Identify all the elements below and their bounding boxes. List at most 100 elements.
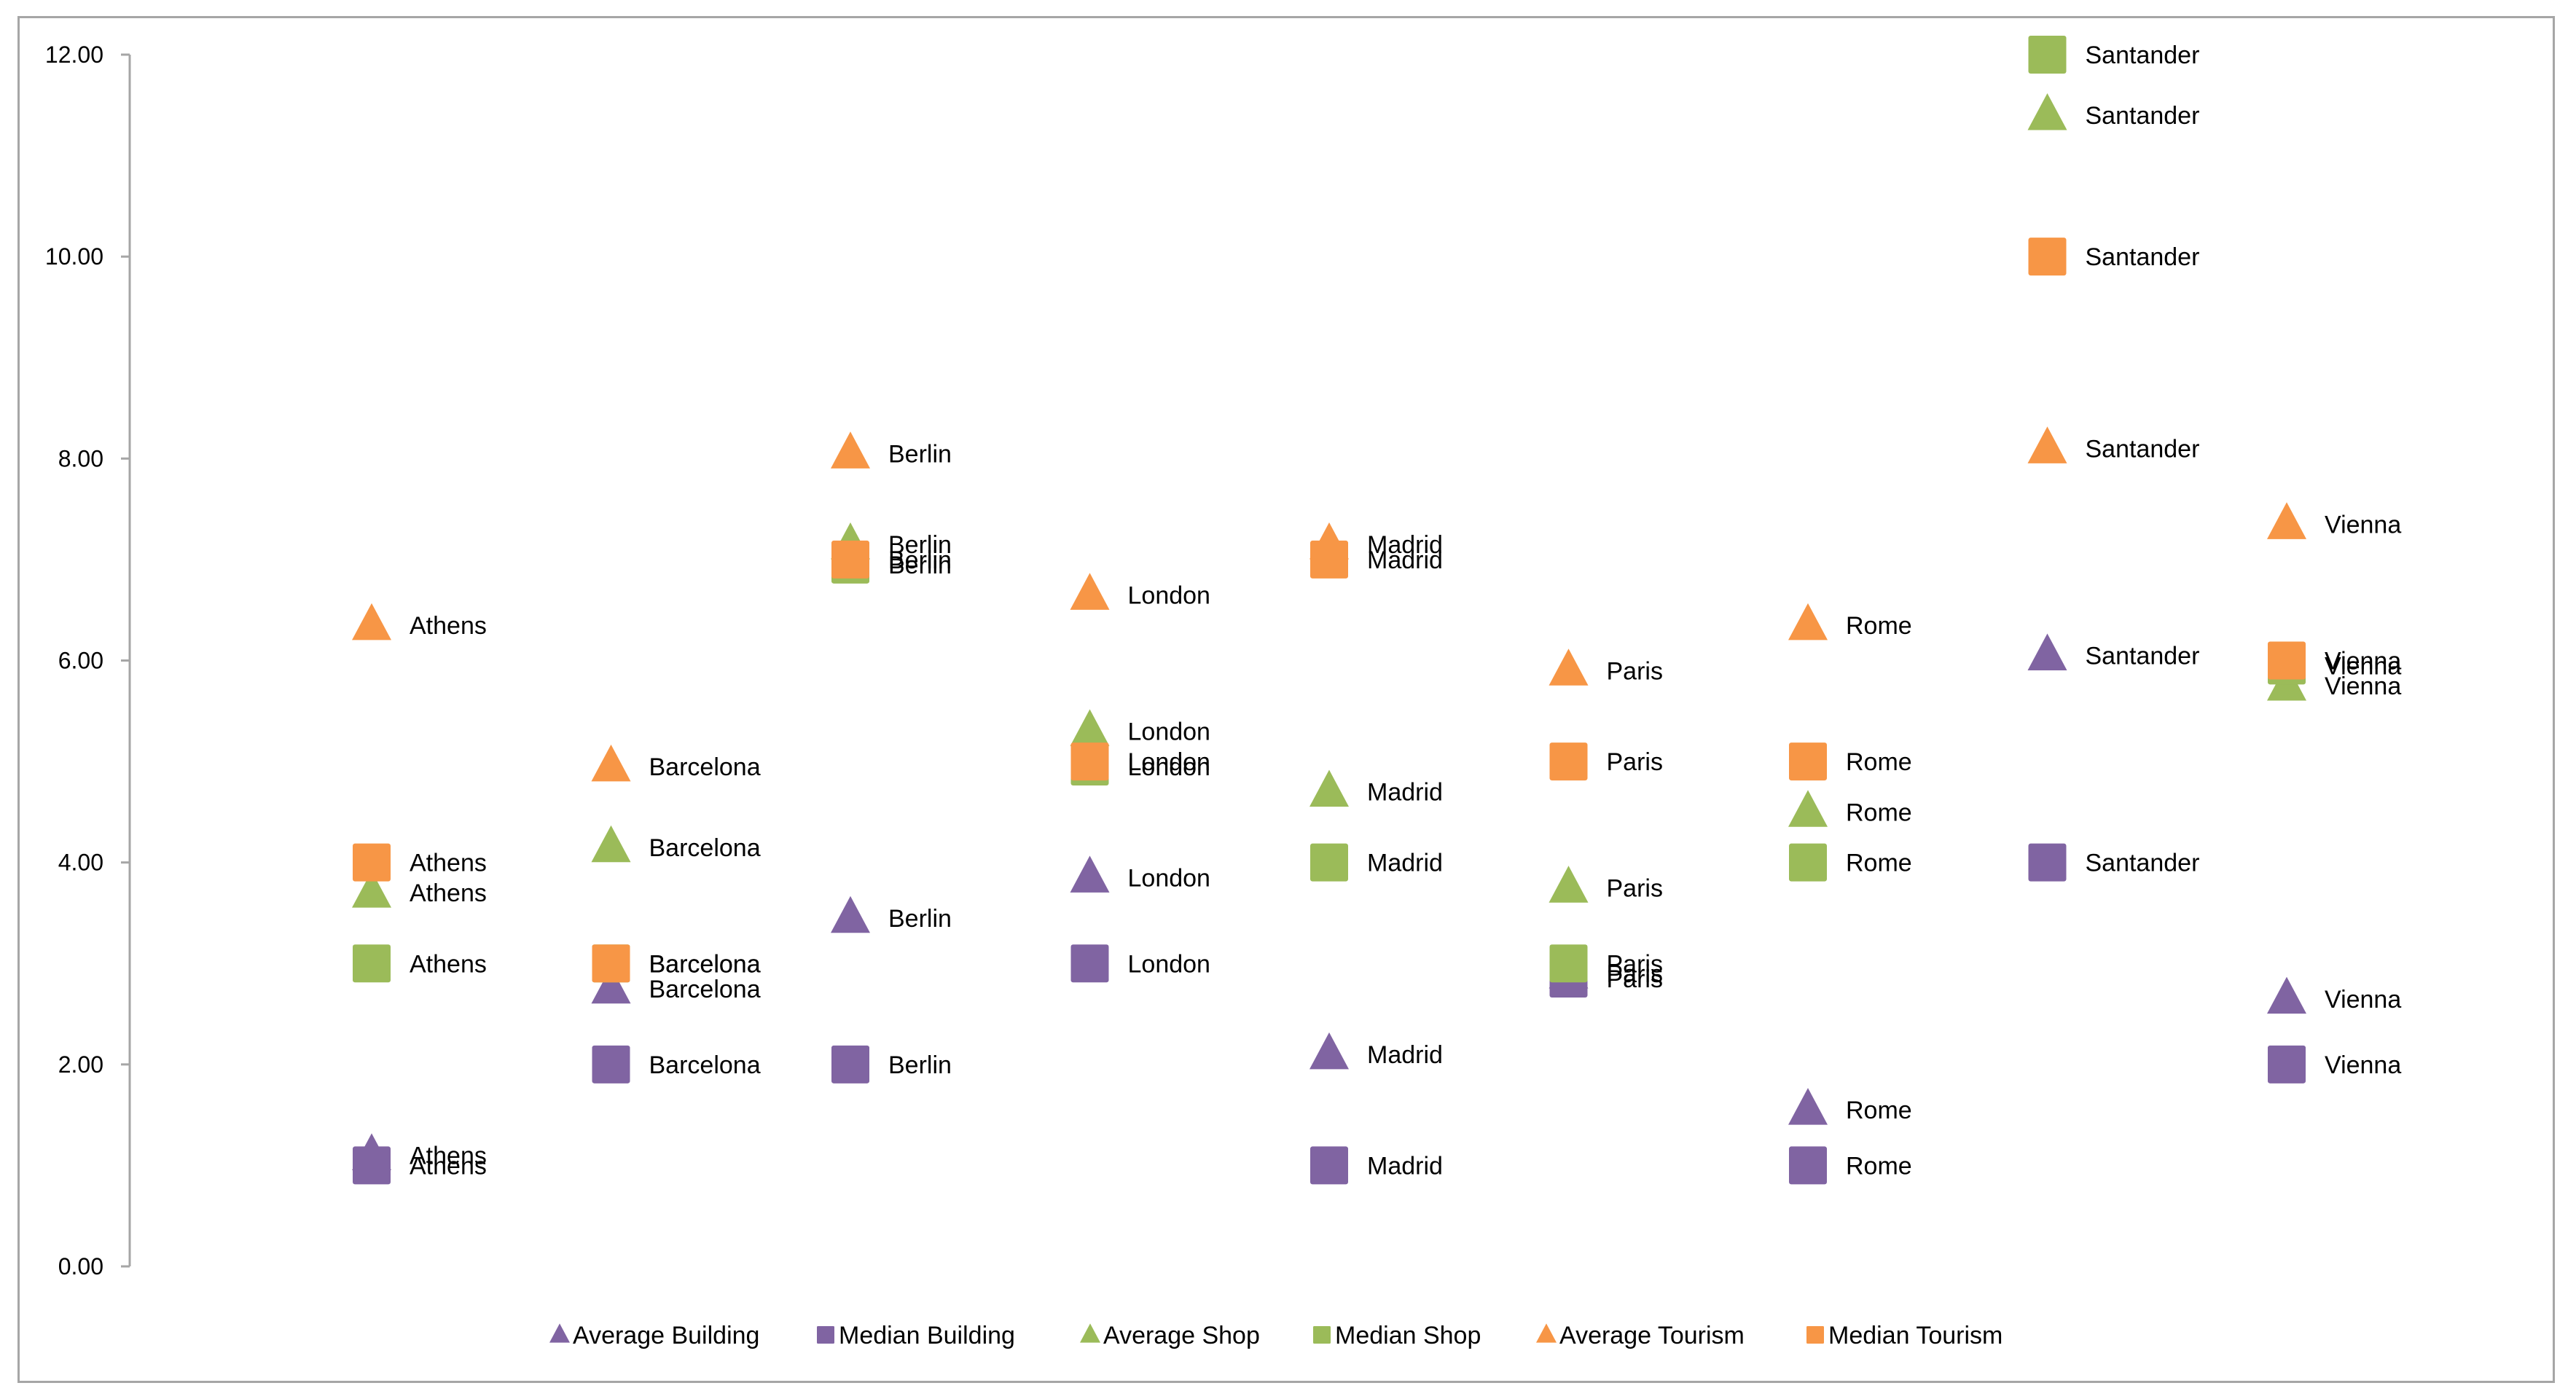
- legend-marker-median-tourism: [1806, 1326, 1824, 1344]
- point-label: Santander: [2086, 102, 2200, 130]
- point-label: Madrid: [1367, 1152, 1443, 1180]
- point-average-shop-athens: [352, 871, 391, 908]
- legend-label-median-shop: Median Shop: [1335, 1322, 1481, 1349]
- point-label: Paris: [1607, 657, 1663, 685]
- legend-marker-average-tourism: [1536, 1323, 1557, 1343]
- point-median-building-berlin: [831, 1045, 869, 1083]
- legend-label-median-building: Median Building: [839, 1322, 1015, 1349]
- legend-label-average-shop: Average Shop: [1103, 1322, 1260, 1349]
- point-median-tourism-vienna: [2268, 641, 2306, 680]
- y-tick-label: 8.00: [58, 445, 103, 471]
- point-label: Santander: [2086, 42, 2200, 69]
- point-label: Madrid: [1367, 779, 1443, 807]
- point-label: Berlin: [888, 1051, 952, 1079]
- point-average-tourism-london: [1070, 573, 1110, 610]
- point-label: Berlin: [888, 552, 952, 579]
- point-label: Santander: [2086, 435, 2200, 463]
- point-label: Berlin: [888, 440, 952, 468]
- y-axis: 0.00 2.00 4.00 6.00 8.00 10.00 12.00: [45, 42, 131, 1280]
- point-label: London: [1128, 718, 1210, 746]
- point-label: Paris: [1607, 874, 1663, 902]
- point-average-shop-paris: [1549, 866, 1589, 903]
- point-label: Vienna: [2325, 986, 2401, 1014]
- point-label: London: [1128, 753, 1210, 781]
- point-average-shop-barcelona: [591, 825, 631, 863]
- point-label: London: [1128, 581, 1210, 609]
- y-tick-label: 4.00: [58, 850, 103, 876]
- legend: Average Building Median Building Average S…: [549, 1322, 2003, 1349]
- data-points: [352, 36, 2306, 1185]
- point-median-tourism-paris: [1549, 742, 1588, 781]
- legend-label-average-tourism: Average Tourism: [1559, 1322, 1745, 1349]
- point-median-tourism-rome: [1789, 742, 1827, 781]
- point-label: Madrid: [1367, 531, 1443, 559]
- point-median-shop-rome: [1789, 843, 1827, 882]
- point-label: Barcelona: [649, 753, 761, 781]
- point-median-building-santander: [2028, 843, 2067, 882]
- point-average-building-madrid: [1309, 1032, 1349, 1070]
- point-label: London: [1128, 864, 1210, 892]
- point-label: Barcelona: [649, 976, 761, 1003]
- point-median-shop-athens: [353, 944, 391, 983]
- point-label: Athens: [410, 612, 487, 640]
- legend-marker-average-building: [549, 1323, 570, 1343]
- point-average-tourism-barcelona: [591, 744, 631, 782]
- legend-marker-median-building: [817, 1326, 834, 1344]
- point-average-tourism-rome: [1788, 603, 1828, 640]
- point-median-tourism-madrid: [1310, 540, 1348, 579]
- point-median-tourism-santander: [2028, 238, 2067, 276]
- point-label: Berlin: [888, 546, 952, 574]
- point-average-building-berlin: [831, 896, 870, 933]
- point-label: Rome: [1846, 1097, 1912, 1124]
- point-average-tourism-athens: [352, 603, 391, 640]
- point-median-tourism-berlin: [831, 540, 869, 579]
- point-median-shop-paris: [1549, 944, 1588, 983]
- point-average-building-barcelona: [591, 966, 631, 1004]
- legend-label-median-tourism: Median Tourism: [1828, 1322, 2003, 1349]
- point-label: London: [1128, 950, 1210, 978]
- point-label: Vienna: [2325, 1051, 2401, 1079]
- point-label: Vienna: [2325, 511, 2401, 538]
- point-median-building-barcelona: [592, 1045, 630, 1083]
- legend-marker-median-shop: [1313, 1326, 1331, 1344]
- legend-label-average-building: Average Building: [573, 1322, 759, 1349]
- point-label: Rome: [1846, 799, 1912, 826]
- point-label: Berlin: [888, 905, 952, 933]
- point-average-building-santander: [2027, 633, 2067, 670]
- y-tick-label: 6.00: [58, 648, 103, 674]
- y-tick-label: 10.00: [45, 243, 103, 270]
- point-label: Athens: [410, 950, 487, 978]
- point-label: Barcelona: [649, 950, 761, 978]
- y-tick-label: 2.00: [58, 1051, 103, 1078]
- point-label: Santander: [2086, 243, 2200, 271]
- point-median-building-madrid: [1310, 1146, 1348, 1185]
- point-median-building-vienna: [2268, 1045, 2306, 1083]
- point-average-building-rome: [1788, 1088, 1828, 1125]
- point-average-shop-madrid: [1309, 769, 1349, 807]
- chart-frame: [17, 16, 2555, 1383]
- point-label: Paris: [1607, 960, 1663, 988]
- point-labels: Athens Barcelona Berlin London Madrid Paris Ro…: [410, 42, 2401, 1180]
- point-label: Berlin: [888, 531, 952, 559]
- point-label: Rome: [1846, 612, 1912, 640]
- point-label: Madrid: [1367, 850, 1443, 877]
- point-median-building-london: [1070, 944, 1109, 983]
- point-label: Paris: [1607, 965, 1663, 993]
- point-label: Paris: [1607, 950, 1663, 978]
- point-average-building-vienna: [2267, 976, 2306, 1014]
- point-label: Santander: [2086, 850, 2200, 877]
- point-label: Barcelona: [649, 950, 761, 978]
- point-label: Madrid: [1367, 546, 1443, 574]
- point-label: Rome: [1846, 850, 1912, 877]
- point-label: Rome: [1846, 748, 1912, 776]
- point-median-shop-madrid: [1310, 843, 1348, 882]
- point-median-building-rome: [1789, 1146, 1827, 1185]
- point-average-tourism-vienna: [2267, 502, 2306, 539]
- point-label: Vienna: [2325, 673, 2401, 700]
- point-median-tourism-barcelona: [592, 944, 630, 983]
- point-label: Santander: [2086, 643, 2200, 670]
- point-label: Athens: [410, 850, 487, 877]
- y-tick-label: 12.00: [45, 42, 103, 68]
- point-average-tourism-berlin: [831, 431, 870, 469]
